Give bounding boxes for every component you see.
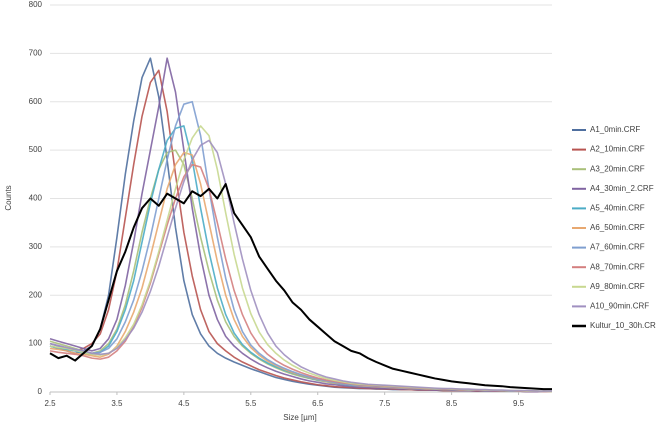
y-tick-label: 200: [29, 290, 43, 299]
y-tick-label: 300: [29, 242, 43, 251]
y-tick-label: 100: [29, 339, 43, 348]
y-tick-label: 600: [29, 97, 43, 106]
x-tick-label: 8.5: [446, 399, 458, 408]
legend-label: A8_70min.CRF: [590, 262, 645, 271]
x-axis-title: Size [µm]: [283, 413, 317, 422]
legend-label: A7_60min.CRF: [590, 243, 645, 252]
y-tick-label: 700: [29, 48, 43, 57]
y-axis-title: Counts: [4, 185, 13, 210]
legend-label: A4_30min_2.CRF: [590, 184, 654, 193]
legend-label: A3_20min.CRF: [590, 164, 645, 173]
legend-label: A10_90min.CRF: [590, 302, 649, 311]
x-tick-label: 3.5: [111, 399, 123, 408]
legend-label: A9_80min.CRF: [590, 282, 645, 291]
legend-label: A1_0min.CRF: [590, 125, 640, 134]
y-tick-label: 400: [29, 194, 43, 203]
x-tick-label: 2.5: [44, 399, 56, 408]
x-tick-label: 9.5: [513, 399, 525, 408]
x-tick-label: 5.5: [245, 399, 257, 408]
y-tick-label: 800: [29, 0, 43, 9]
legend-label: Kultur_10_30h.CR: [590, 321, 656, 330]
x-tick-label: 6.5: [312, 399, 324, 408]
legend-label: A2_10min.CRF: [590, 145, 645, 154]
series-line: [49, 139, 552, 392]
series-line: [49, 182, 552, 391]
y-tick-label: 0: [38, 387, 43, 396]
legend-label: A5_40min.CRF: [590, 204, 645, 213]
legend-label: A6_50min.CRF: [590, 223, 645, 232]
x-tick-label: 7.5: [379, 399, 391, 408]
x-tick-label: 4.5: [178, 399, 190, 408]
y-tick-label: 500: [29, 145, 43, 154]
